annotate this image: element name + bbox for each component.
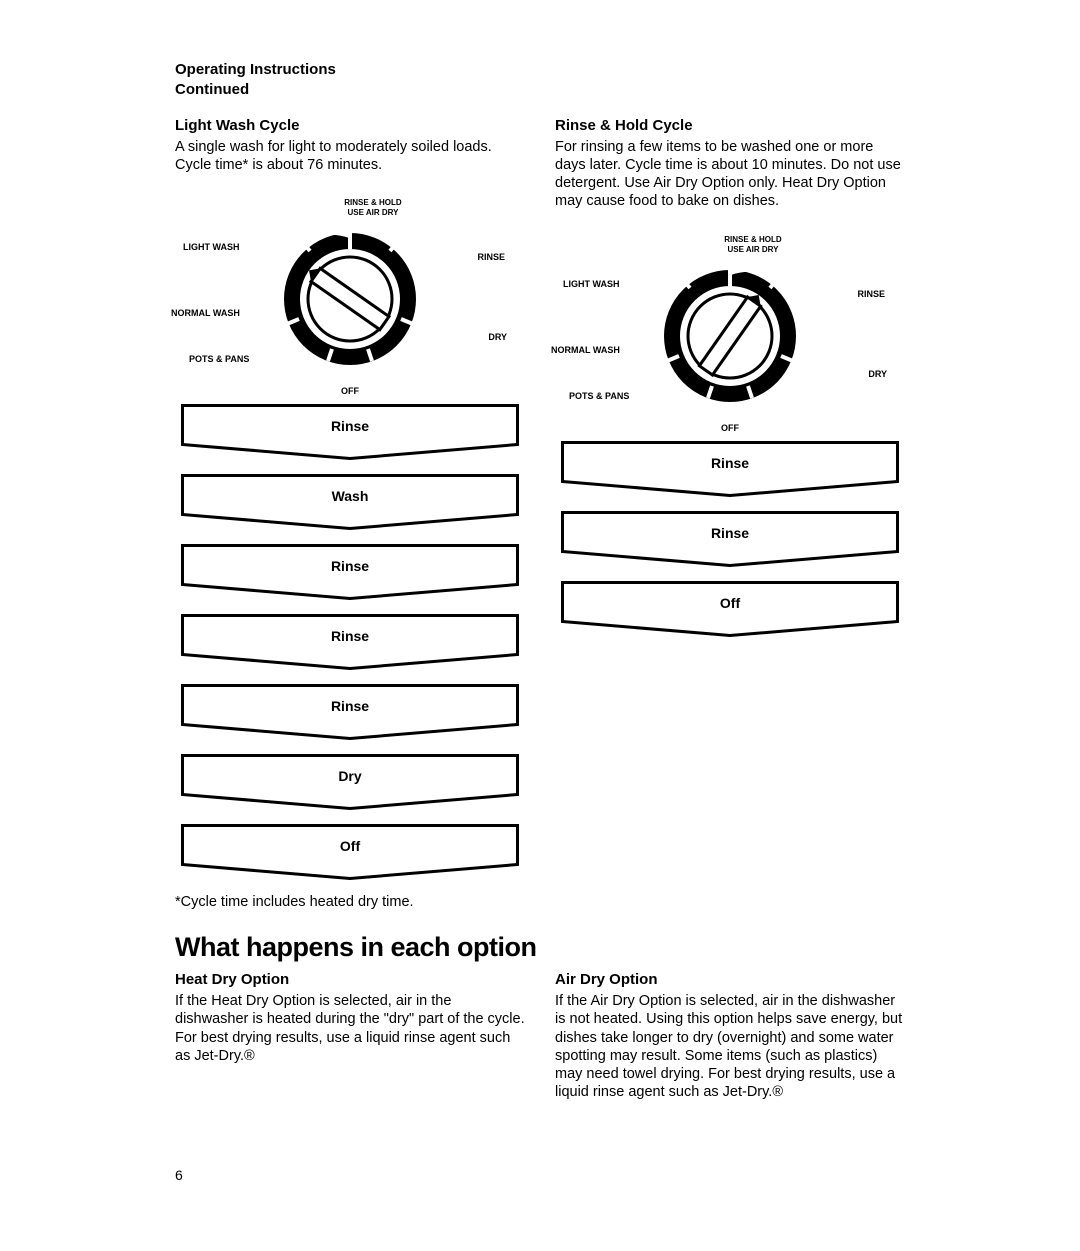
dial-label-upper-left: LIGHT WASH <box>563 279 620 289</box>
dial-label-top1: RINSE & HOLD <box>344 198 401 207</box>
rinse-hold-dial: RINSE & HOLD USE AIR DRY LIGHT WASH NORM… <box>555 241 905 431</box>
step-box: Rinse <box>561 441 899 497</box>
step-label: Rinse <box>181 558 519 574</box>
dial-label-bottom: OFF <box>721 423 739 433</box>
dial-label-bottom: OFF <box>341 386 359 396</box>
rinse-hold-heading: Rinse & Hold Cycle <box>555 117 905 134</box>
footnote: *Cycle time includes heated dry time. <box>175 894 525 910</box>
dial-label-lower-left: POTS & PANS <box>569 391 629 401</box>
options-row: Heat Dry Option If the Heat Dry Option i… <box>175 971 905 1101</box>
light-wash-dial: RINSE & HOLD USE AIR DRY LIGHT WASH NORM… <box>175 204 525 394</box>
right-column: Rinse & Hold Cycle For rinsing a few ite… <box>555 117 905 910</box>
dial-icon <box>650 256 810 416</box>
step-box: Dry <box>181 754 519 810</box>
step-label: Rinse <box>181 418 519 434</box>
dial-label-upper-left: LIGHT WASH <box>183 242 240 252</box>
step-box: Rinse <box>181 614 519 670</box>
dial-label-lower-right: DRY <box>488 332 507 342</box>
step-label: Rinse <box>181 628 519 644</box>
step-box: Rinse <box>181 544 519 600</box>
light-wash-heading: Light Wash Cycle <box>175 117 525 134</box>
step-label: Off <box>181 838 519 854</box>
dial-label-mid-left: NORMAL WASH <box>171 308 240 318</box>
heat-dry-heading: Heat Dry Option <box>175 971 525 988</box>
air-dry-body: If the Air Dry Option is selected, air i… <box>555 992 905 1101</box>
dial-icon <box>270 219 430 379</box>
dial-label-upper-right: RINSE <box>857 289 885 299</box>
header-line-2: Continued <box>175 80 905 100</box>
step-label: Dry <box>181 768 519 784</box>
dial-label-mid-left: NORMAL WASH <box>551 345 620 355</box>
step-label: Rinse <box>561 455 899 471</box>
heat-dry-column: Heat Dry Option If the Heat Dry Option i… <box>175 971 525 1101</box>
left-column: Light Wash Cycle A single wash for light… <box>175 117 525 910</box>
dial-label-top2: USE AIR DRY <box>347 208 398 217</box>
step-label: Off <box>561 595 899 611</box>
step-box: Off <box>561 581 899 637</box>
dial-label-lower-left: POTS & PANS <box>189 354 249 364</box>
options-heading: What happens in each option <box>175 932 905 963</box>
step-label: Rinse <box>181 698 519 714</box>
air-dry-heading: Air Dry Option <box>555 971 905 988</box>
step-box: Rinse <box>181 404 519 460</box>
light-wash-steps: Rinse Wash Rinse Rinse Rinse Dry Off <box>175 404 525 880</box>
heat-dry-body: If the Heat Dry Option is selected, air … <box>175 992 525 1065</box>
light-wash-body: A single wash for light to moderately so… <box>175 138 525 174</box>
header-block: Operating Instructions Continued <box>175 60 905 99</box>
rinse-hold-body: For rinsing a few items to be washed one… <box>555 138 905 211</box>
step-box: Off <box>181 824 519 880</box>
dial-label-upper-right: RINSE <box>477 252 505 262</box>
step-box: Rinse <box>181 684 519 740</box>
air-dry-column: Air Dry Option If the Air Dry Option is … <box>555 971 905 1101</box>
cycles-row: Light Wash Cycle A single wash for light… <box>175 117 905 910</box>
dial-label-top1: RINSE & HOLD <box>724 235 781 244</box>
dial-label-top2: USE AIR DRY <box>727 245 778 254</box>
rinse-hold-steps: Rinse Rinse Off <box>555 441 905 637</box>
page-number: 6 <box>175 1167 183 1183</box>
step-label: Wash <box>181 488 519 504</box>
step-box: Rinse <box>561 511 899 567</box>
header-line-1: Operating Instructions <box>175 60 905 80</box>
dial-label-lower-right: DRY <box>868 369 887 379</box>
step-label: Rinse <box>561 525 899 541</box>
step-box: Wash <box>181 474 519 530</box>
page: Operating Instructions Continued Light W… <box>0 0 1080 1141</box>
